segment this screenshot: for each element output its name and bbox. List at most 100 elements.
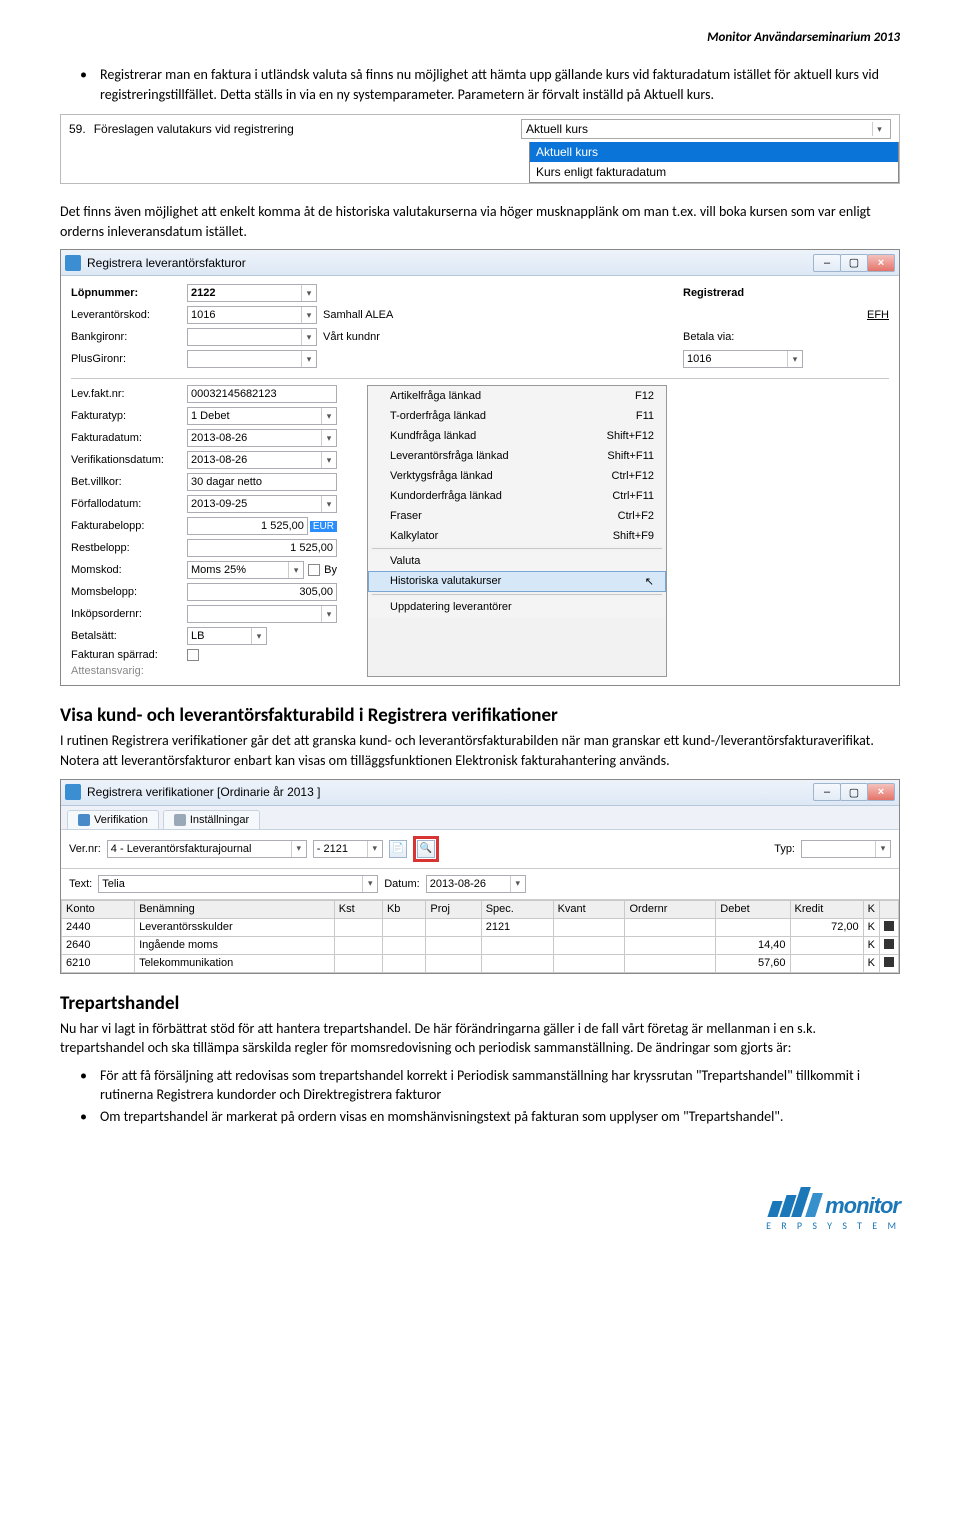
lbl-fakturatyp: Fakturatyp:	[71, 410, 181, 422]
input-vernr2[interactable]: - 2121▾	[313, 840, 383, 858]
input-restbelopp[interactable]: 1 525,00	[187, 539, 337, 557]
param-option-aktuell[interactable]: Aktuell kurs	[530, 142, 898, 162]
menu-shortcut: Ctrl+F2	[618, 510, 654, 522]
menu-item-historiska-valutakurser[interactable]: Historiska valutakurser↖	[368, 571, 666, 592]
window-buttons: – ▢ ×	[814, 783, 895, 801]
menu-item-uppdatering-leverantorer[interactable]: Uppdatering leverantörer	[368, 597, 666, 617]
menu-item-artikelfraga[interactable]: Artikelfråga länkadF12	[368, 386, 666, 406]
menu-label: Artikelfråga länkad	[390, 390, 481, 402]
section-title-visa-kund: Visa kund- och leverantörsfakturabild i …	[60, 704, 900, 727]
wrap-momskod: Moms 25%▾ By	[187, 561, 337, 579]
context-menu: Artikelfråga länkadF12 T-orderfråga länk…	[367, 385, 667, 677]
section-text-visa-kund: I rutinen Registrera verifikationer går …	[60, 731, 900, 770]
param-row: 59. Föreslagen valutakurs vid registreri…	[61, 115, 899, 143]
checkbox-sparrad[interactable]	[187, 649, 199, 661]
menu-item-torderfraga[interactable]: T-orderfråga länkadF11	[368, 406, 666, 426]
minimize-button[interactable]: –	[813, 783, 841, 801]
input-betalsatt[interactable]: LB▾	[187, 627, 267, 645]
lbl-fakturadatum: Fakturadatum:	[71, 432, 181, 444]
lbl-fakturansparrad: Fakturan spärrad:	[71, 649, 181, 661]
link-efh[interactable]: EFH	[779, 309, 889, 321]
cell-konto: 2440	[62, 918, 135, 936]
maximize-button[interactable]: ▢	[840, 254, 868, 272]
form-upper: Löpnummer: 2122▾ Registrerad Leverantörs…	[71, 284, 889, 385]
input-momskod[interactable]: Moms 25%▾	[187, 561, 304, 579]
menu-item-kundorderfraga[interactable]: Kundorderfråga länkadCtrl+F11	[368, 486, 666, 506]
input-text[interactable]: Telia▾	[98, 875, 378, 893]
col-kvant: Kvant	[553, 900, 625, 918]
menu-label: Kundfråga länkad	[390, 430, 476, 442]
maximize-button[interactable]: ▢	[840, 783, 868, 801]
intro-bullet-list: Registrerar man en faktura i utländsk va…	[60, 65, 900, 104]
toolbar-icon[interactable]: 📄	[389, 840, 407, 858]
highlight-invoice-image-button: 🔍	[413, 836, 439, 862]
input-bankgironr[interactable]: ▾	[187, 328, 317, 346]
input-plusgironr[interactable]: ▾	[187, 350, 317, 368]
val-fakturabelopp: 1 525,00	[261, 520, 304, 532]
chevron-down-icon: ▾	[321, 452, 336, 468]
row-mark-icon	[884, 921, 894, 931]
input-betvillkor[interactable]: 30 dagar netto	[187, 473, 337, 491]
invoice-image-button[interactable]: 🔍	[417, 840, 435, 858]
menu-label: Verktygsfråga länkad	[390, 470, 493, 482]
window-titlebar: Registrera leverantörsfakturor – ▢ ×	[61, 250, 899, 276]
input-typ[interactable]: ▾	[801, 840, 891, 858]
param-dropdown: Aktuell kurs Kurs enligt fakturadatum	[529, 142, 899, 183]
input-verifikationsdatum[interactable]: 2013-08-26▾	[187, 451, 337, 469]
input-leverantorskod[interactable]: 1016▾	[187, 306, 317, 324]
tab-verifikation[interactable]: Verifikation	[67, 810, 159, 829]
logo-text: monitor	[825, 1193, 900, 1219]
close-button[interactable]: ×	[867, 254, 895, 272]
input-vernr[interactable]: 4 - Leverantörsfakturajournal▾	[107, 840, 307, 858]
menu-item-valuta[interactable]: Valuta	[368, 551, 666, 571]
menu-item-kalkylator[interactable]: KalkylatorShift+F9	[368, 526, 666, 546]
input-forfallodatum[interactable]: 2013-09-25▾	[187, 495, 337, 513]
table-row[interactable]: 2440 Leverantörsskulder 2121 72,00 K	[62, 918, 899, 936]
val-levfaktnr: 00032145682123	[191, 388, 277, 400]
input-inkopsordernr[interactable]: ▾	[187, 605, 337, 623]
param-select[interactable]: Aktuell kurs ▾	[521, 119, 891, 139]
checkbox-by[interactable]	[308, 564, 320, 576]
col-kst: Kst	[334, 900, 382, 918]
menu-item-verktygsfraga[interactable]: Verktygsfråga länkadCtrl+F12	[368, 466, 666, 486]
cell-konto: 6210	[62, 954, 135, 972]
page-header: Monitor Användarseminarium 2013	[60, 30, 900, 45]
input-fakturatyp[interactable]: 1 Debet▾	[187, 407, 337, 425]
menu-item-kundfraga[interactable]: Kundfråga länkadShift+F12	[368, 426, 666, 446]
input-fakturadatum[interactable]: 2013-08-26 ▾	[187, 429, 337, 447]
close-button[interactable]: ×	[867, 783, 895, 801]
input-fakturabelopp[interactable]: 1 525,00	[187, 517, 308, 535]
input-momsbelopp[interactable]: 305,00	[187, 583, 337, 601]
window-titlebar: Registrera verifikationer [Ordinarie år …	[61, 780, 899, 806]
input-levfaktnr[interactable]: 00032145682123	[187, 385, 337, 403]
table-row[interactable]: 2640 Ingående moms 14,40 K	[62, 936, 899, 954]
lbl-momskod: Momskod:	[71, 564, 181, 576]
chevron-down-icon: ▾	[321, 430, 336, 446]
minimize-button[interactable]: –	[813, 254, 841, 272]
chevron-down-icon: ▾	[291, 841, 306, 857]
val-fakturadatum: 2013-08-26	[191, 432, 247, 444]
param-option-fakturadatum[interactable]: Kurs enligt fakturadatum	[530, 162, 898, 182]
menu-item-leverantorsfraga[interactable]: Leverantörsfråga länkadShift+F11	[368, 446, 666, 466]
tabs: Verifikation Inställningar	[61, 806, 899, 830]
col-ordernr: Ordernr	[625, 900, 716, 918]
lbl-momsbelopp: Momsbelopp:	[71, 586, 181, 598]
logo: monitor E R P S Y S T E M	[766, 1187, 900, 1232]
menu-label: Valuta	[390, 555, 420, 567]
chevron-down-icon: ▾	[321, 606, 336, 622]
lbl-typ: Typ:	[774, 843, 795, 855]
cell-konto: 2640	[62, 936, 135, 954]
input-datum[interactable]: 2013-08-26▾	[426, 875, 526, 893]
menu-item-fraser[interactable]: FraserCtrl+F2	[368, 506, 666, 526]
cell-k: K	[863, 936, 879, 954]
lbl-text: Text:	[69, 878, 92, 890]
col-spec: Spec.	[481, 900, 553, 918]
input-lopnummer[interactable]: 2122▾	[187, 284, 317, 302]
bullet-item: Om trepartshandel är markerat på ordern …	[80, 1107, 900, 1127]
menu-separator	[372, 548, 662, 549]
input-betalavia[interactable]: 1016▾	[683, 350, 803, 368]
tab-installningar[interactable]: Inställningar	[163, 810, 260, 829]
chevron-down-icon: ▾	[367, 841, 382, 857]
table-row[interactable]: 6210 Telekommunikation 57,60 K	[62, 954, 899, 972]
menu-label: Kalkylator	[390, 530, 438, 542]
